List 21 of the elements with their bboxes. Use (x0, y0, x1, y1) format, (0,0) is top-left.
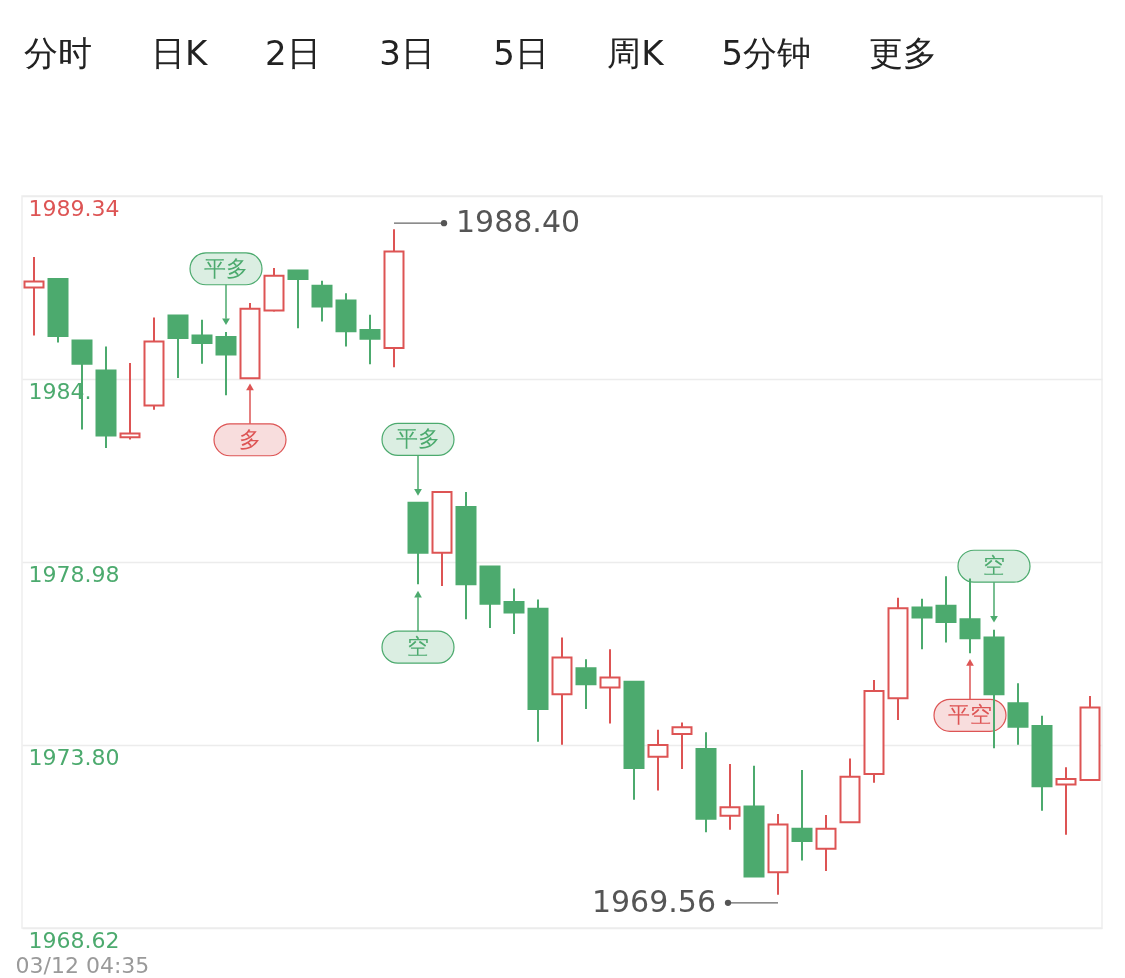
text: 日K (151, 33, 209, 73)
data-label: 多 (239, 426, 261, 452)
data-label: 平多 (204, 255, 248, 281)
data-label: 平多 (396, 426, 440, 452)
text: 更多 (869, 33, 938, 73)
text: 2日 (265, 33, 321, 73)
text: 1988.40 (456, 204, 581, 240)
text: 5分钟 (721, 33, 812, 73)
data-label: 空 (407, 634, 429, 660)
data-label: 平空 (948, 702, 992, 728)
x-axis-title: 03/12 04:35 (15, 952, 150, 978)
data-label: 空 (983, 553, 1005, 579)
text: 周K (607, 33, 666, 73)
text: 3日 (379, 33, 435, 73)
y-tick-label: 1973.80 (28, 744, 120, 770)
y-tick-label: 1978.98 (28, 561, 120, 587)
y-tick-label: 1989.34 (28, 195, 120, 221)
y-tick-label: 1968.62 (28, 927, 120, 953)
text: 1969.56 (591, 883, 716, 919)
text: 5日 (493, 33, 549, 73)
text: 分时 (24, 33, 92, 73)
